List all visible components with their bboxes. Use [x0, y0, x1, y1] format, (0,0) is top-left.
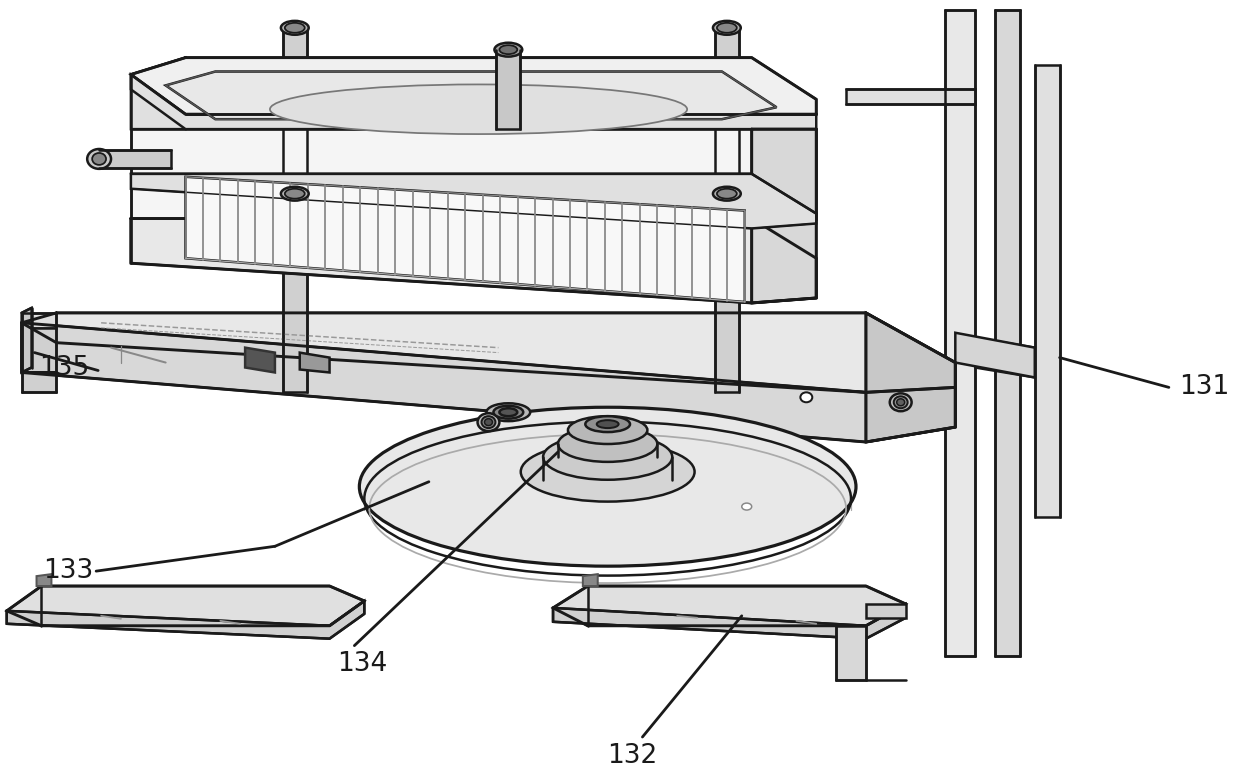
Polygon shape — [131, 219, 816, 303]
Polygon shape — [21, 308, 31, 373]
Polygon shape — [955, 332, 1034, 377]
Ellipse shape — [285, 189, 305, 198]
Polygon shape — [283, 194, 306, 392]
Ellipse shape — [521, 442, 694, 501]
Ellipse shape — [485, 418, 492, 425]
Ellipse shape — [360, 407, 856, 567]
Polygon shape — [246, 348, 275, 373]
Polygon shape — [166, 71, 776, 119]
Polygon shape — [131, 174, 816, 229]
Ellipse shape — [270, 84, 687, 134]
Ellipse shape — [894, 396, 908, 408]
Polygon shape — [131, 57, 816, 114]
Text: 135: 135 — [40, 354, 89, 381]
Polygon shape — [283, 28, 306, 226]
Ellipse shape — [890, 394, 911, 412]
Ellipse shape — [585, 416, 630, 432]
Polygon shape — [583, 574, 598, 586]
Polygon shape — [866, 313, 955, 442]
Ellipse shape — [477, 413, 500, 431]
Polygon shape — [300, 353, 330, 373]
Polygon shape — [496, 50, 521, 129]
Polygon shape — [836, 625, 866, 680]
Text: 133: 133 — [43, 558, 94, 584]
Polygon shape — [21, 313, 56, 328]
Ellipse shape — [543, 434, 672, 480]
Polygon shape — [553, 604, 905, 639]
Ellipse shape — [281, 21, 309, 35]
Ellipse shape — [486, 403, 531, 421]
Ellipse shape — [596, 420, 619, 428]
Polygon shape — [131, 57, 186, 129]
Polygon shape — [6, 601, 365, 639]
Ellipse shape — [713, 187, 740, 201]
Polygon shape — [21, 373, 56, 392]
Polygon shape — [36, 574, 51, 586]
Ellipse shape — [494, 406, 523, 419]
Ellipse shape — [717, 189, 737, 198]
Ellipse shape — [558, 426, 657, 462]
Ellipse shape — [897, 399, 905, 406]
Polygon shape — [846, 89, 975, 105]
Polygon shape — [21, 313, 955, 392]
Ellipse shape — [87, 149, 112, 169]
Ellipse shape — [285, 22, 305, 33]
Polygon shape — [994, 10, 1019, 656]
Text: 132: 132 — [608, 743, 657, 769]
Polygon shape — [715, 194, 739, 392]
Text: 131: 131 — [1179, 374, 1229, 401]
Ellipse shape — [481, 416, 496, 428]
Polygon shape — [715, 28, 739, 226]
Ellipse shape — [713, 21, 740, 35]
Polygon shape — [131, 129, 816, 219]
Ellipse shape — [495, 43, 522, 57]
Polygon shape — [21, 323, 955, 442]
Polygon shape — [1034, 64, 1060, 516]
Ellipse shape — [281, 187, 309, 201]
Ellipse shape — [800, 392, 812, 402]
Polygon shape — [99, 150, 171, 168]
Ellipse shape — [500, 45, 517, 54]
Polygon shape — [866, 604, 905, 618]
Text: 134: 134 — [337, 650, 388, 677]
Polygon shape — [131, 74, 816, 129]
Ellipse shape — [500, 408, 517, 416]
Polygon shape — [6, 586, 365, 625]
Ellipse shape — [717, 22, 737, 33]
Polygon shape — [553, 586, 905, 625]
Polygon shape — [21, 328, 56, 373]
Polygon shape — [751, 129, 816, 303]
Polygon shape — [945, 10, 975, 656]
Polygon shape — [186, 177, 745, 302]
Ellipse shape — [742, 503, 751, 510]
Ellipse shape — [92, 153, 107, 165]
Ellipse shape — [568, 416, 647, 444]
